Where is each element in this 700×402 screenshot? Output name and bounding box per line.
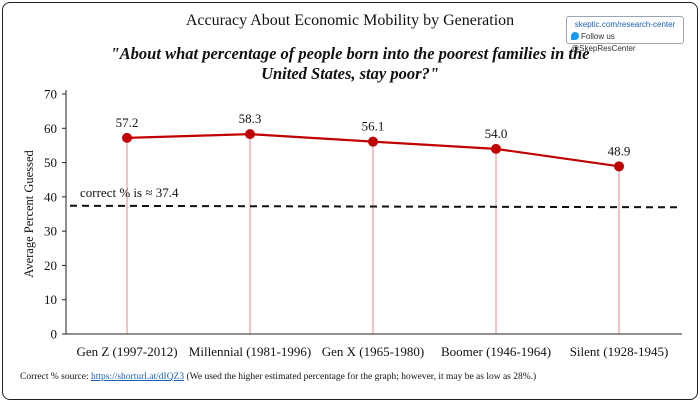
- y-axis: 0 10 20 30 40 50 60 70 Average Percent Guessed: [22, 87, 67, 342]
- data-label: 57.2: [116, 115, 139, 130]
- drop-lines: [126, 134, 620, 334]
- x-axis: Gen Z (1997-2012) Millennial (1981-1996) G…: [66, 333, 682, 359]
- data-point: [368, 136, 378, 147]
- y-axis-label: Average Percent Guessed: [22, 150, 36, 278]
- footnote-suffix: (We used the higher estimated percentage…: [184, 372, 537, 382]
- data-point: [491, 143, 501, 154]
- y-tick-label: 60: [44, 121, 57, 136]
- badge-follow[interactable]: Follow us @SkepResCenter: [571, 31, 679, 55]
- footnote-source-link[interactable]: https://shorturl.at/dIQZ3: [90, 372, 185, 382]
- data-label: 48.9: [608, 143, 631, 158]
- x-tick-label: Silent (1928-1945): [570, 344, 669, 359]
- badge-follow-text: Follow us @SkepResCenter: [571, 32, 636, 53]
- chart-title: Accuracy About Economic Mobility by Gene…: [185, 12, 515, 29]
- reference-line: [69, 204, 679, 209]
- chart-subtitle: "About what percentage of people born in…: [110, 44, 590, 83]
- y-tick-label: 0: [51, 327, 58, 342]
- reference-line-label: correct % is ≈ 37.4: [80, 185, 179, 200]
- twitter-bird-icon: [571, 32, 579, 40]
- x-tick-label: Gen Z (1997-2012): [76, 344, 177, 359]
- data-label: 56.1: [362, 119, 385, 134]
- source-badge[interactable]: skeptic.com/research-center Follow us @S…: [566, 16, 684, 53]
- data-point: [614, 161, 624, 172]
- series-line-group: 57.2 58.3 56.1 54.0 48.9: [116, 111, 631, 172]
- x-tick-label: Millennial (1981-1996): [189, 344, 311, 359]
- badge-site-link[interactable]: skeptic.com/research-center: [574, 20, 676, 29]
- data-label: 54.0: [485, 126, 508, 141]
- x-tick-label: Gen X (1965-1980): [322, 344, 425, 359]
- footnote-prefix: Correct % source:: [20, 372, 89, 382]
- data-point: [245, 129, 255, 140]
- footnote: Correct % source: https://shorturl.at/dI…: [20, 372, 680, 382]
- y-tick-label: 40: [44, 189, 57, 204]
- y-tick-label: 70: [44, 87, 57, 102]
- y-tick-label: 10: [44, 292, 57, 307]
- data-label: 58.3: [239, 111, 262, 126]
- y-tick-label: 20: [44, 258, 57, 273]
- y-tick-label: 30: [44, 224, 57, 239]
- reference-line-group: correct % is ≈ 37.4: [69, 185, 679, 209]
- data-point: [122, 132, 132, 143]
- x-tick-label: Boomer (1946-1964): [441, 344, 551, 359]
- y-tick-label: 50: [44, 155, 57, 170]
